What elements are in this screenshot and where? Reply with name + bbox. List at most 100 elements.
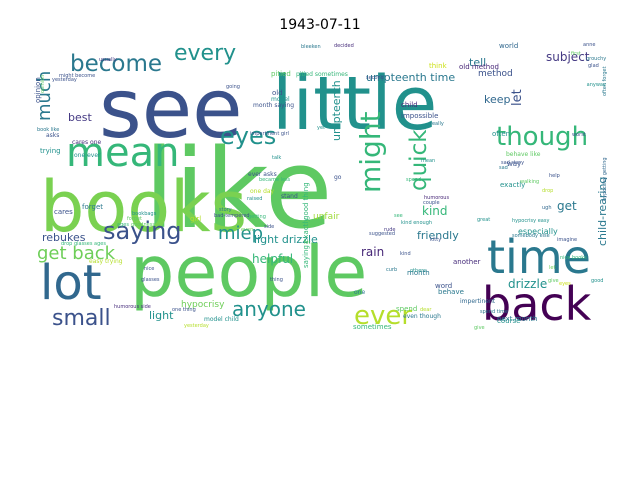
cloud-word: ever asks: [248, 171, 277, 178]
cloud-word: yesterday: [184, 323, 209, 329]
cloud-word: talk: [272, 155, 281, 161]
cloud-word: hypocrisy easy: [512, 218, 549, 224]
cloud-word: often: [492, 130, 510, 138]
cloud-word: best: [68, 111, 92, 124]
cloud-word: glasses: [141, 277, 160, 283]
cloud-word: drizzle: [508, 277, 547, 291]
cloud-word: friendly: [417, 229, 459, 242]
cloud-word: might: [354, 111, 387, 193]
cloud-word: unfair: [313, 212, 340, 222]
cloud-word: side: [264, 224, 274, 230]
cloud-word: eyes: [220, 122, 276, 150]
cloud-word: anyway: [587, 82, 606, 88]
cloud-word: one thing: [172, 307, 196, 313]
cloud-word: bad-tempered: [214, 213, 250, 219]
cloud-word: miep: [218, 223, 263, 244]
cloud-word: anyone: [232, 297, 306, 321]
cloud-word: raised: [247, 196, 262, 202]
cloud-word: decided: [334, 43, 354, 49]
cloud-word: might become: [59, 73, 95, 79]
cloud-word: saying exactly: [302, 218, 310, 268]
cloud-word: kind: [400, 251, 411, 257]
cloud-word: give: [548, 278, 559, 284]
cloud-word: spend: [406, 177, 421, 183]
cloud-word: course: [497, 317, 520, 325]
cloud-word: sad story: [501, 160, 524, 166]
cloud-word: hypocrisy: [181, 300, 225, 310]
cloud-word: small: [52, 306, 111, 331]
cloud-word: impossible: [401, 112, 438, 120]
cloud-word: rain: [361, 245, 384, 259]
cloud-word: even though: [403, 313, 441, 320]
cloud-word: trying: [40, 147, 61, 155]
cloud-word: child: [401, 101, 418, 109]
cloud-word: often forget: [602, 66, 607, 96]
cloud-word: one ever: [74, 152, 101, 159]
cloud-word: humorous: [424, 195, 449, 201]
cloud-word: pitied sometimes: [296, 71, 348, 78]
cloud-word: lot: [304, 240, 310, 246]
cloud-word: cares: [54, 208, 73, 216]
cloud-word: saying: [103, 217, 182, 245]
cloud-word: opinion: [40, 75, 46, 93]
cloud-word: kind enough: [401, 220, 432, 226]
cloud-word: light: [149, 309, 174, 322]
cloud-word: get: [557, 199, 577, 213]
cloud-word: imagine: [557, 237, 577, 243]
cloud-word: kitty: [430, 237, 441, 243]
cloud-word: humorous side: [114, 304, 151, 310]
cloud-word: though: [496, 122, 588, 152]
cloud-word: time: [487, 230, 591, 284]
cloud-word: see: [99, 62, 243, 157]
cloud-word: month: [407, 269, 430, 277]
cloud-word: behave: [438, 288, 464, 296]
cloud-word: somebody else: [512, 233, 550, 239]
cloud-word: drop glasses ages: [61, 241, 106, 247]
cloud-word: eyes: [559, 281, 571, 287]
figure-title: 1943-07-11: [279, 17, 361, 33]
cloud-word: ages: [117, 222, 129, 228]
cloud-word: dear: [420, 307, 432, 313]
cloud-word: others: [410, 268, 426, 274]
cloud-word: subject: [546, 50, 590, 64]
cloud-word: asks: [46, 132, 59, 139]
cloud-word: become: [70, 51, 162, 77]
cloud-word: ever: [354, 301, 412, 331]
cloud-word: yesterday: [52, 77, 77, 83]
cloud-word: kind: [422, 204, 448, 218]
cloud-word: impertinent girl: [250, 131, 289, 137]
cloud-word: thing: [270, 277, 283, 283]
cloud-word: spend time: [480, 309, 508, 315]
cloud-word: method: [478, 69, 513, 79]
cloud-word: impertinent: [460, 298, 496, 305]
cloud-word: quick: [406, 129, 432, 191]
cloud-word: another: [453, 258, 480, 266]
cloud-word: drop: [542, 188, 553, 194]
cloud-word: even: [241, 227, 253, 233]
cloud-word: curb: [386, 267, 397, 273]
cloud-word: keep: [484, 93, 511, 106]
cloud-word: word: [435, 282, 452, 290]
cloud-word: nice books: [560, 255, 587, 261]
cloud-word: sad: [499, 165, 508, 171]
cloud-word: glad: [588, 63, 599, 69]
cloud-word: first: [571, 51, 581, 57]
cloud-word: one: [354, 289, 365, 296]
cloud-word: goodness: [131, 222, 155, 228]
cloud-word: way: [507, 160, 521, 168]
cloud-word: especially: [518, 227, 558, 236]
cloud-word: go: [334, 174, 342, 181]
cloud-word: suggested: [369, 231, 395, 237]
cloud-word: old: [272, 89, 283, 97]
cloud-word: worst: [572, 132, 586, 138]
cloud-word: sometimes: [353, 323, 392, 331]
cloud-word: bleeken: [301, 44, 321, 50]
cloud-word: anne: [583, 42, 595, 48]
cloud-word: pitied: [271, 70, 291, 78]
cloud-word: ugh: [542, 205, 552, 211]
cloud-word: mean: [66, 130, 179, 176]
cloud-word: yet: [317, 125, 325, 131]
cloud-word: much: [34, 71, 55, 121]
cloud-word: lot: [40, 255, 102, 311]
